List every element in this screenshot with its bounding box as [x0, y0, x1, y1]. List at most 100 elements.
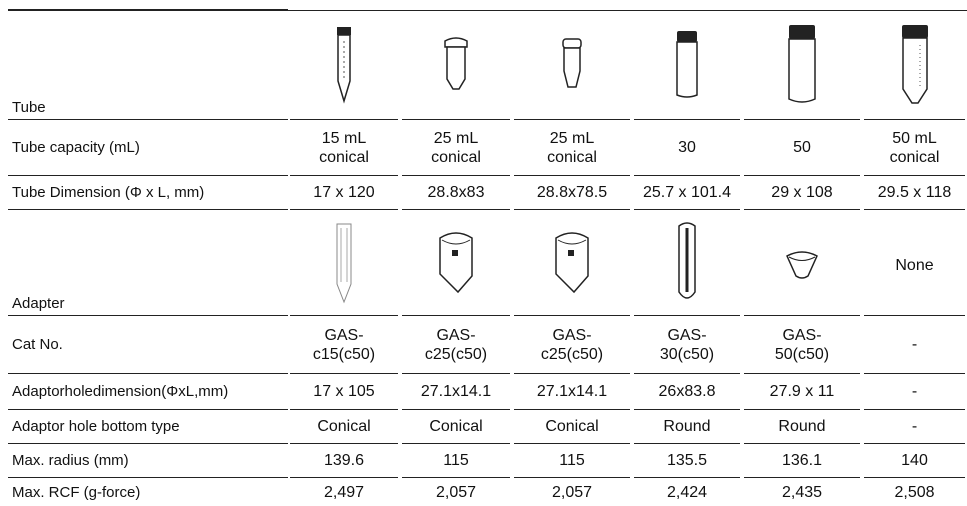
cell-text: GAS-50(c50) [763, 326, 841, 364]
cell-text: Round [778, 417, 825, 436]
cell-text: None [895, 256, 933, 275]
tube-image [744, 11, 860, 120]
row-label: Adapter [8, 210, 288, 316]
tube-image [864, 11, 965, 120]
cell-text: Round [663, 417, 710, 436]
adapter-image [290, 210, 398, 316]
cell-text: 15 mL conical [305, 129, 383, 167]
table-cell: 2,424 [634, 478, 740, 506]
table-cell: GAS-30(c50) [634, 316, 740, 374]
cell-text: 28.8x83 [428, 183, 485, 202]
cell-text: Conical [545, 417, 598, 436]
row-label: Adaptorholedimension(ΦxL,mm) [8, 374, 288, 410]
row-label: Tube capacity (mL) [8, 120, 288, 176]
tube-image [290, 11, 398, 120]
cell-text: Adaptor hole bottom type [12, 417, 180, 436]
table-cell: None [864, 210, 965, 316]
cell-text: 2,057 [436, 483, 476, 502]
cell-text: Adaptorholedimension(ΦxL,mm) [12, 382, 228, 401]
cell-text: GAS-c15(c50) [305, 326, 383, 364]
cell-text: Cat No. [12, 335, 63, 354]
adapter-image [744, 210, 860, 316]
table-cell: Conical [514, 410, 630, 444]
table-cell: 2,057 [402, 478, 510, 506]
cell-text: Max. radius (mm) [12, 451, 129, 470]
table-cell: 27.9 x 11 [744, 374, 860, 410]
cell-text: 136.1 [782, 451, 822, 470]
cell-text: 29 x 108 [771, 183, 832, 202]
cell-text: 29.5 x 118 [878, 183, 952, 202]
cell-text: 139.6 [324, 451, 364, 470]
cell-text: 25 mL conical [417, 129, 495, 167]
cell-text: GAS-30(c50) [648, 326, 726, 364]
row-label: Max. RCF (g-force) [8, 478, 288, 506]
cell-text: 2,424 [667, 483, 707, 502]
cell-text: 17 x 120 [313, 183, 374, 202]
tube-image [402, 11, 510, 120]
cell-text: 27.1x14.1 [421, 382, 491, 401]
cell-text: - [876, 335, 954, 354]
cell-text: 2,435 [782, 483, 822, 502]
cell-text: GAS-c25(c50) [533, 326, 611, 364]
cell-text: 30 [648, 138, 726, 157]
cell-text: Adapter [12, 294, 65, 313]
table-cell: 28.8x83 [402, 176, 510, 210]
table-cell: 28.8x78.5 [514, 176, 630, 210]
cell-text: 28.8x78.5 [537, 183, 607, 202]
table-cell: - [864, 410, 965, 444]
cell-text: 115 [559, 451, 585, 470]
table-cell: 2,508 [864, 478, 965, 506]
cell-text: 25.7 x 101.4 [643, 183, 731, 202]
cell-text: 25 mL conical [533, 129, 611, 167]
adapter-image [514, 210, 630, 316]
table-cell: 17 x 120 [290, 176, 398, 210]
spec-table: Tube Tube capacity (mL) 15 mL conical 25 mL… [0, 0, 967, 506]
cell-text: GAS-c25(c50) [417, 326, 495, 364]
table-cell: GAS-c25(c50) [402, 316, 510, 374]
cell-text: Conical [317, 417, 370, 436]
cell-text: 27.1x14.1 [537, 382, 607, 401]
cell-text: 17 x 105 [313, 382, 374, 401]
row-label: Max. radius (mm) [8, 444, 288, 478]
table-cell: 2,057 [514, 478, 630, 506]
cell-text: Tube [12, 98, 46, 117]
cell-text: Tube Dimension (Φ x L, mm) [12, 183, 204, 202]
table-cell: 29.5 x 118 [864, 176, 965, 210]
row-label: Tube Dimension (Φ x L, mm) [8, 176, 288, 210]
cell-text: 140 [901, 451, 928, 470]
table-cell: 25 mL conical [402, 120, 510, 176]
cell-text: 2,497 [324, 483, 364, 502]
table-cell: Round [744, 410, 860, 444]
cell-text: 2,057 [552, 483, 592, 502]
table-cell: 2,497 [290, 478, 398, 506]
table-cell: 25 mL conical [514, 120, 630, 176]
table-cell: GAS-50(c50) [744, 316, 860, 374]
table-cell: - [864, 316, 965, 374]
table-cell: 140 [864, 444, 965, 478]
table-cell: 27.1x14.1 [402, 374, 510, 410]
table-cell: 15 mL conical [290, 120, 398, 176]
table-cell: 50 mL conical [864, 120, 965, 176]
adapter-image [634, 210, 740, 316]
cell-text: 26x83.8 [659, 382, 716, 401]
table-cell: Round [634, 410, 740, 444]
table-cell: 30 [634, 120, 740, 176]
cell-text: - [912, 382, 917, 401]
table-cell: 115 [402, 444, 510, 478]
cell-text: 50 mL conical [876, 129, 954, 167]
table-cell: 135.5 [634, 444, 740, 478]
cell-text: 115 [443, 451, 469, 470]
table-cell: - [864, 374, 965, 410]
cell-text: 27.9 x 11 [770, 382, 835, 401]
table-cell: 25.7 x 101.4 [634, 176, 740, 210]
table-cell: Conical [290, 410, 398, 444]
cell-text: 50 [763, 138, 841, 157]
table-cell: 2,435 [744, 478, 860, 506]
table-cell: 27.1x14.1 [514, 374, 630, 410]
row-label: Adaptor hole bottom type [8, 410, 288, 444]
cell-text: Max. RCF (g-force) [12, 483, 140, 502]
cell-text: Tube capacity (mL) [12, 138, 140, 157]
cell-text: Conical [429, 417, 482, 436]
table-cell: 17 x 105 [290, 374, 398, 410]
table-cell: Conical [402, 410, 510, 444]
